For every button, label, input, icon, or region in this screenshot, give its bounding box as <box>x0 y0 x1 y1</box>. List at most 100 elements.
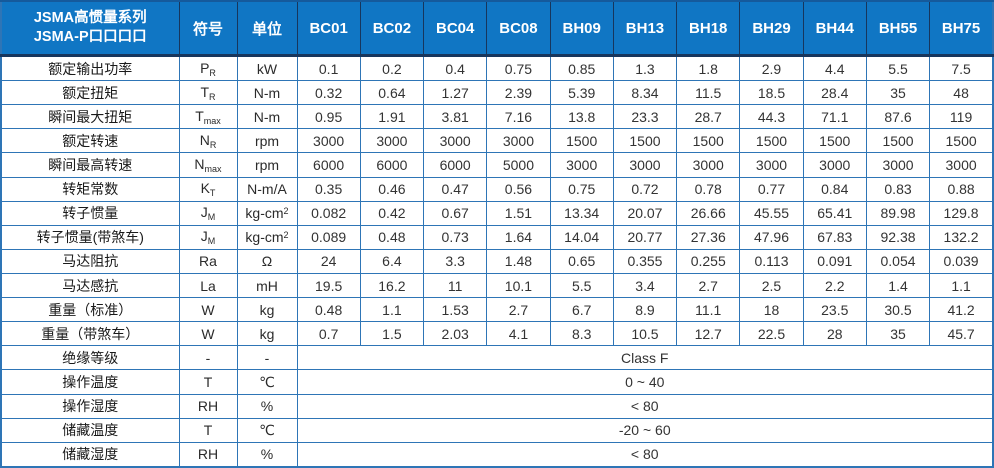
value-cell-bh29: 18 <box>739 297 804 323</box>
value-cell-bh13: 0.355 <box>612 248 678 275</box>
value-cell-bc02: 3000 <box>359 128 425 154</box>
unit-cell: kg <box>236 297 298 323</box>
table-header: JSMA高惯量系列 JSMA-P口口口口 符号 单位 BC01 BC02 BC04 B… <box>0 0 994 57</box>
unit-cell: N-m/A <box>236 176 298 202</box>
value-cell-bh13: 1.3 <box>612 54 678 82</box>
value-cell-bc01: 3000 <box>296 128 361 154</box>
unit-cell: rpm <box>236 152 298 178</box>
row-label: 重量（带煞车） <box>0 321 180 347</box>
value-cell-bh18: 28.7 <box>676 104 741 130</box>
value-cell-bh55: 35 <box>865 321 931 347</box>
table-row: 储藏温度 T ℃ -20 ~ 60 <box>0 417 994 443</box>
value-cell-bh29: 0.113 <box>739 248 804 275</box>
value-cell-bh75: 45.7 <box>929 321 994 347</box>
value-cell-bh18: 0.78 <box>676 176 741 202</box>
row-label: 瞬间最高转速 <box>0 152 180 178</box>
value-cell-bh44: 3000 <box>802 152 867 178</box>
value-cell-bc04: 3.81 <box>423 104 488 130</box>
value-cell-bh55: 89.98 <box>865 200 931 226</box>
value-cell-bh44: 65.41 <box>802 200 867 226</box>
symbol-cell: NR <box>178 128 238 154</box>
symbol-cell: Nmax <box>178 152 238 178</box>
header-row: JSMA高惯量系列 JSMA-P口口口口 符号 单位 BC01 BC02 BC04 B… <box>0 0 994 57</box>
column-header-bh55: BH55 <box>865 0 931 57</box>
column-header-bc02: BC02 <box>359 0 425 57</box>
value-cell-bc04: 11 <box>423 273 488 299</box>
value-cell-bh55: 92.38 <box>865 224 931 250</box>
value-cell-bc08: 0.56 <box>486 176 551 202</box>
series-title-line1: JSMA高惯量系列 <box>33 10 147 27</box>
value-cell-bc08: 1.48 <box>486 248 551 275</box>
column-header-bc01: BC01 <box>296 0 361 57</box>
value-cell-bh09: 3000 <box>549 152 614 178</box>
value-cell-bc01: 0.35 <box>296 176 361 202</box>
value-cell-bc02: 6.4 <box>359 248 425 275</box>
column-header-bh13: BH13 <box>612 0 678 57</box>
column-header-bh09: BH09 <box>549 0 614 57</box>
value-cell-bc01: 0.082 <box>296 200 361 226</box>
merged-value-cell: < 80 <box>296 393 994 419</box>
symbol-cell: RH <box>178 441 238 468</box>
symbol-cell: KT <box>178 176 238 202</box>
unit-cell: % <box>236 393 298 419</box>
value-cell-bh09: 13.8 <box>549 104 614 130</box>
value-cell-bh18: 3000 <box>676 152 741 178</box>
value-cell-bh09: 0.85 <box>549 54 614 82</box>
row-label: 操作温度 <box>0 369 180 395</box>
unit-cell: ℃ <box>236 369 298 395</box>
value-cell-bh18: 12.7 <box>676 321 741 347</box>
value-cell-bc01: 0.089 <box>296 224 361 250</box>
value-cell-bc04: 2.03 <box>423 321 488 347</box>
row-label: 瞬间最大扭矩 <box>0 104 180 130</box>
unit-cell: kg-cm2 <box>236 200 298 226</box>
value-cell-bh13: 20.07 <box>612 200 678 226</box>
value-cell-bh75: 1500 <box>929 128 994 154</box>
value-cell-bc08: 1.51 <box>486 200 551 226</box>
symbol-cell: T <box>178 369 238 395</box>
row-label: 转矩常数 <box>0 176 180 202</box>
column-header-bc08: BC08 <box>486 0 551 57</box>
value-cell-bc02: 0.46 <box>359 176 425 202</box>
row-label: 储藏湿度 <box>0 441 180 468</box>
row-label: 马达阻抗 <box>0 248 180 275</box>
value-cell-bc01: 0.95 <box>296 104 361 130</box>
value-cell-bh55: 0.83 <box>865 176 931 202</box>
value-cell-bh75: 132.2 <box>929 224 994 250</box>
unit-cell: N-m <box>236 80 298 106</box>
value-cell-bh75: 1.1 <box>929 273 994 299</box>
value-cell-bc08: 2.39 <box>486 80 551 106</box>
value-cell-bh55: 87.6 <box>865 104 931 130</box>
table-row: 额定转速 NR rpm 3000 3000 3000 3000 1500 1500 1500 150… <box>0 128 994 154</box>
value-cell-bc02: 16.2 <box>359 273 425 299</box>
table-row: 马达阻抗 Ra Ω 24 6.4 3.3 1.48 0.65 0.355 0.255 0.113 0.… <box>0 248 994 275</box>
merged-value-cell: Class F <box>296 345 994 371</box>
value-cell-bh29: 44.3 <box>739 104 804 130</box>
value-cell-bh75: 48 <box>929 80 994 106</box>
table-row: 转子惯量(带煞车) JM kg-cm2 0.089 0.48 0.73 1.64 14.04 2… <box>0 224 994 250</box>
value-cell-bc01: 0.48 <box>296 297 361 323</box>
table-row: 马达感抗 La mH 19.5 16.2 11 10.1 5.5 3.4 2.7 2.5 2.2 1.4… <box>0 273 994 299</box>
value-cell-bh13: 8.9 <box>612 297 678 323</box>
value-cell-bc04: 0.47 <box>423 176 488 202</box>
value-cell-bh13: 0.72 <box>612 176 678 202</box>
value-cell-bh13: 3.4 <box>612 273 678 299</box>
value-cell-bc04: 3000 <box>423 128 488 154</box>
value-cell-bc02: 1.91 <box>359 104 425 130</box>
column-header-bh18: BH18 <box>676 0 741 57</box>
value-cell-bc08: 0.75 <box>486 54 551 82</box>
value-cell-bh75: 7.5 <box>929 54 994 82</box>
value-cell-bh29: 2.9 <box>739 54 804 82</box>
value-cell-bh13: 20.77 <box>612 224 678 250</box>
value-cell-bc02: 1.5 <box>359 321 425 347</box>
merged-value-cell: 0 ~ 40 <box>296 369 994 395</box>
column-header-unit: 单位 <box>236 0 298 57</box>
series-title-line2: JSMA-P口口口口 <box>33 29 147 45</box>
symbol-cell: La <box>178 273 238 299</box>
value-cell-bc02: 6000 <box>359 152 425 178</box>
value-cell-bc01: 0.32 <box>296 80 361 106</box>
row-label: 额定转速 <box>0 128 180 154</box>
value-cell-bh44: 0.091 <box>802 248 867 275</box>
value-cell-bc02: 1.1 <box>359 297 425 323</box>
series-title: JSMA高惯量系列 JSMA-P口口口口 <box>0 0 180 57</box>
value-cell-bh13: 1500 <box>612 128 678 154</box>
